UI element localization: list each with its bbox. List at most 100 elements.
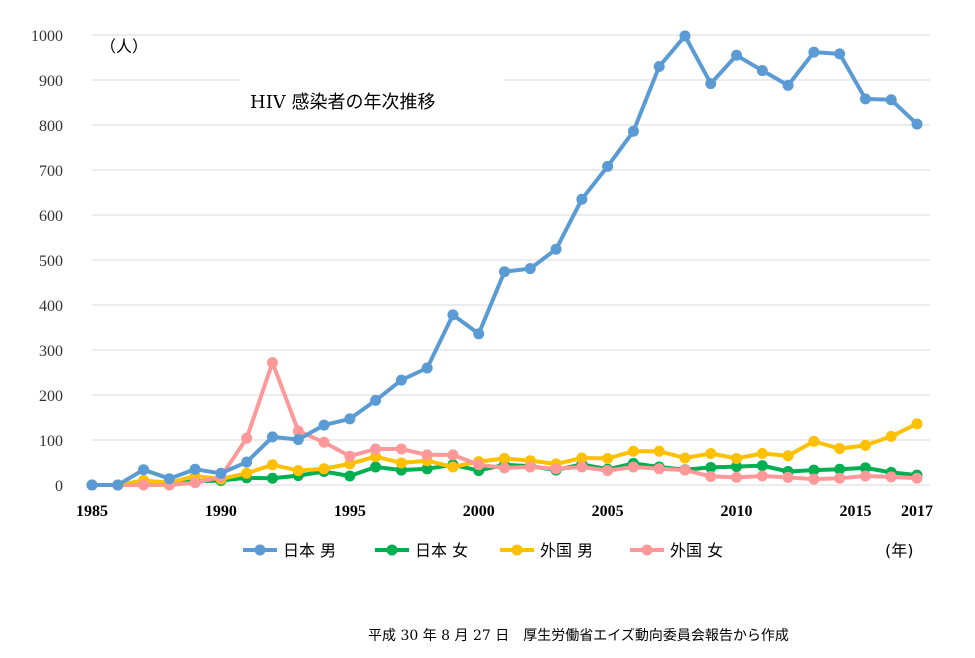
- legend-label: 日本 女: [415, 541, 468, 560]
- data-point: [808, 435, 820, 447]
- data-point: [576, 452, 588, 464]
- data-point: [782, 79, 794, 91]
- data-point: [241, 456, 253, 468]
- data-point: [292, 425, 304, 437]
- data-point: [808, 473, 820, 485]
- data-point: [550, 463, 562, 475]
- data-point: [473, 459, 485, 471]
- x-tick-label: 1985: [76, 503, 108, 520]
- data-point: [731, 49, 743, 61]
- data-point: [473, 328, 485, 340]
- data-point: [653, 445, 665, 457]
- y-tick-label: 300: [39, 343, 63, 360]
- data-point: [189, 477, 201, 489]
- data-point: [756, 448, 768, 459]
- data-point: [731, 452, 743, 464]
- x-tick-label: 1995: [334, 503, 366, 520]
- data-point: [705, 470, 717, 482]
- y-tick-label: 600: [39, 208, 63, 225]
- data-point: [395, 374, 407, 386]
- data-point: [163, 473, 175, 485]
- legend-label: 日本 男: [283, 541, 336, 560]
- data-point: [138, 479, 150, 491]
- legend-item-1: 日本 女: [375, 541, 468, 560]
- x-tick-label: 2010: [721, 503, 753, 520]
- data-point: [756, 460, 768, 472]
- data-point: [911, 118, 923, 130]
- legend-swatch-marker: [511, 544, 523, 556]
- data-point: [447, 309, 459, 321]
- y-tick-label: 200: [39, 388, 63, 405]
- data-point: [499, 452, 510, 464]
- data-point: [627, 125, 639, 137]
- chart-title: HIV 感染者の年次推移: [250, 92, 436, 113]
- data-point: [344, 458, 356, 470]
- data-point: [627, 445, 639, 457]
- data-point: [731, 461, 743, 473]
- data-point: [550, 243, 562, 255]
- data-point: [266, 472, 278, 484]
- series-3: [86, 357, 923, 491]
- data-point: [318, 419, 330, 431]
- x-tick-label: 2000: [463, 503, 495, 520]
- data-point: [86, 479, 98, 491]
- data-point: [395, 457, 407, 469]
- data-point: [189, 463, 201, 475]
- legend-label: 外国 男: [540, 541, 593, 560]
- y-tick-label: 400: [39, 298, 63, 315]
- data-point: [859, 439, 871, 451]
- data-point: [266, 431, 278, 443]
- data-point: [138, 464, 150, 476]
- data-point: [834, 48, 846, 60]
- legend-swatch-marker: [641, 544, 653, 556]
- data-point: [756, 470, 768, 482]
- y-axis-ticks: 0 100 200 300 400 500 600 700 800 900 1000: [31, 28, 63, 495]
- title-background: [240, 70, 505, 122]
- data-point: [653, 61, 665, 72]
- data-point: [808, 46, 820, 58]
- data-point: [859, 470, 871, 482]
- data-point: [576, 461, 588, 473]
- data-point: [318, 463, 330, 475]
- legend-item-3: 外国 女: [630, 541, 723, 560]
- legend-item-2: 外国 男: [500, 541, 593, 560]
- data-point: [782, 471, 794, 483]
- data-point: [679, 452, 691, 464]
- data-point: [370, 394, 382, 406]
- data-point: [447, 449, 459, 461]
- data-point: [292, 465, 304, 477]
- data-point: [499, 462, 510, 474]
- legend-label: 外国 女: [670, 541, 723, 560]
- data-point: [602, 465, 614, 477]
- data-point: [370, 443, 382, 455]
- data-point: [834, 443, 846, 455]
- data-point: [421, 463, 433, 475]
- x-tick-label: 2015: [839, 503, 871, 520]
- data-point: [756, 65, 768, 77]
- series-group: [86, 30, 923, 491]
- y-tick-label: 0: [55, 478, 63, 495]
- data-point: [241, 432, 253, 444]
- legend-swatch-marker: [386, 544, 398, 556]
- data-point: [524, 461, 536, 473]
- grid-lines: [92, 34, 930, 486]
- data-point: [241, 467, 253, 479]
- data-point: [859, 93, 871, 105]
- data-point: [112, 479, 124, 491]
- data-point: [705, 448, 717, 459]
- data-point: [834, 463, 846, 475]
- data-point: [318, 436, 330, 448]
- data-point: [215, 467, 227, 479]
- data-point: [627, 461, 639, 473]
- x-tick-label: 2017: [901, 503, 933, 520]
- data-point: [911, 472, 923, 484]
- data-point: [705, 461, 717, 473]
- data-point: [344, 450, 356, 462]
- data-point: [499, 266, 510, 278]
- source-note: 平成 30 年 8 月 27 日 厚生労働省エイズ動向委員会報告から作成: [368, 628, 789, 644]
- data-point: [344, 470, 356, 482]
- data-point: [602, 452, 614, 464]
- data-point: [370, 451, 382, 463]
- x-tick-label: 2005: [592, 503, 624, 520]
